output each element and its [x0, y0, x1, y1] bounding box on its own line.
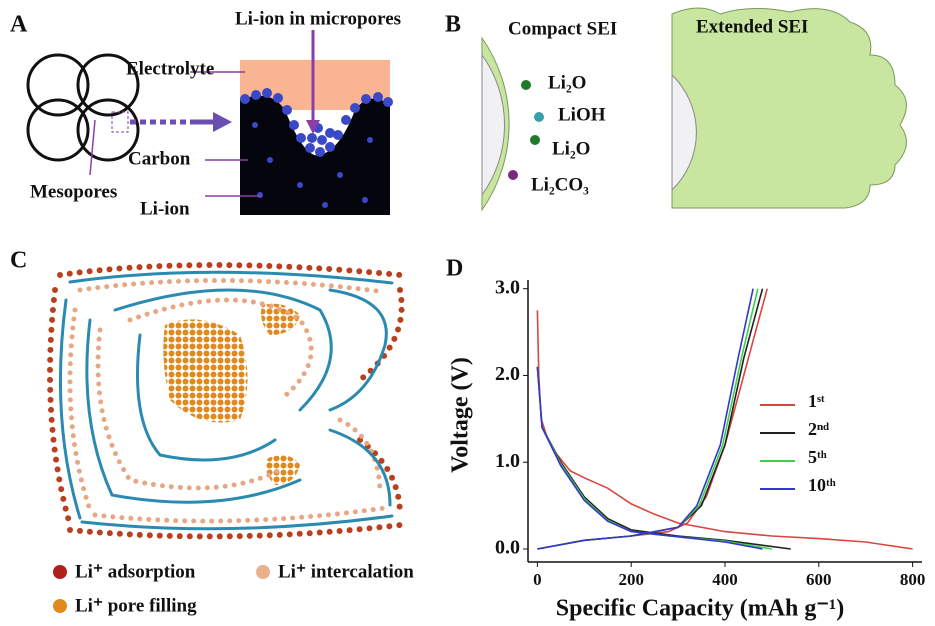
label: Li-ion: [140, 198, 190, 219]
y-axis-title: Voltage (V): [448, 357, 474, 473]
panel-d: D Specific Capacity (mAh g⁻¹) Voltage (V…: [446, 256, 844, 622]
legend-label: 5ᵗʰ: [808, 447, 827, 467]
species-dot: [530, 135, 540, 145]
y-tick-label: 3.0: [495, 276, 520, 298]
panel-label: B: [445, 12, 461, 38]
arrow-head: [213, 112, 232, 132]
label: Li₂CO₃: [531, 174, 589, 195]
species-dot: [521, 80, 531, 90]
mesopore-circles: [28, 55, 138, 160]
label: Carbon: [128, 148, 191, 169]
figure: A Li-ion in micropores Electrolyte Carbo…: [0, 0, 935, 626]
panel-label: C: [10, 248, 27, 274]
y-tick-label: 0.0: [495, 537, 520, 559]
panel-label: A: [10, 12, 28, 38]
leader-lines: [90, 72, 262, 196]
legend-dot: [53, 565, 67, 579]
carbon: [240, 96, 390, 215]
x-axis-title: Specific Capacity (mAh g⁻¹): [556, 596, 845, 622]
x-tick-label: 600: [806, 570, 832, 589]
legend-label: Li⁺ pore filling: [75, 595, 197, 616]
x-tick-label: 400: [712, 570, 738, 589]
legend-label: Li⁺ intercalation: [278, 561, 414, 582]
y-tick-label: 2.0: [495, 363, 520, 385]
label: Extended SEI: [696, 16, 808, 37]
panel-c: C Li⁺ adsorption Li⁺ intercalation Li⁺ p…: [10, 248, 414, 617]
label: LiOH: [558, 104, 606, 125]
panel-a: A Li-ion in micropores Electrolyte Carbo…: [10, 8, 401, 219]
extended-sei: [672, 8, 906, 208]
label: Compact SEI: [508, 18, 617, 39]
x-tick-label: 800: [900, 570, 926, 589]
label: Li-ion in micropores: [235, 8, 401, 29]
legend-dot: [53, 599, 67, 613]
label: Mesopores: [30, 181, 117, 202]
legend-label: 10ᵗʰ: [808, 475, 836, 495]
pore-filling: [266, 455, 300, 485]
panel-label: D: [446, 256, 463, 282]
label: Li₂O: [552, 138, 590, 159]
series-line: [537, 289, 772, 549]
species-dot: [508, 170, 518, 180]
legend-dot: [256, 565, 270, 579]
legend-label: 1ˢᵗ: [808, 391, 825, 411]
x-tick-label: 200: [618, 570, 644, 589]
label: Electrolyte: [126, 58, 214, 79]
legend-label: 2ⁿᵈ: [808, 419, 829, 439]
legend-label: Li⁺ adsorption: [75, 561, 196, 582]
pore-filling: [163, 319, 247, 422]
series-line: [537, 289, 790, 549]
species-dot: [534, 112, 544, 122]
y-tick-label: 1.0: [495, 450, 520, 472]
label: Li₂O: [548, 72, 586, 93]
x-tick-label: 0: [533, 570, 542, 589]
panel-b: B Compact SEI Li₂O LiOH Li₂O Li₂CO₃ Exte…: [445, 8, 906, 210]
